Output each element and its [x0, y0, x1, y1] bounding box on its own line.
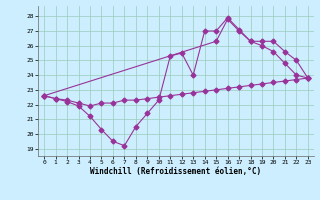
- X-axis label: Windchill (Refroidissement éolien,°C): Windchill (Refroidissement éolien,°C): [91, 167, 261, 176]
